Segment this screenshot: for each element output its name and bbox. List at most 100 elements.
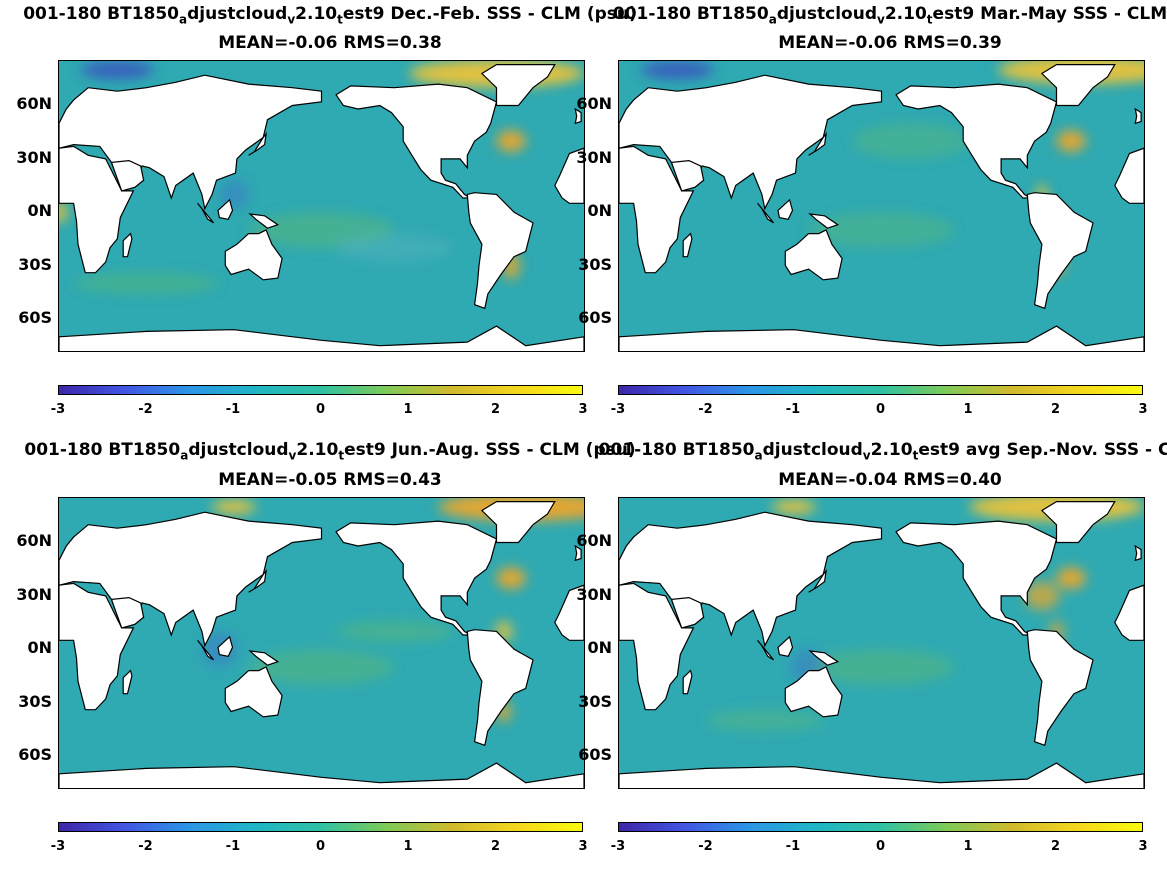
colorbar xyxy=(58,385,583,395)
title-part: 2.10 xyxy=(870,440,913,460)
title-part: est9 Jun.-Aug. SSS - CLM (psu) xyxy=(344,440,636,460)
landmass xyxy=(777,635,794,657)
lat-tick-label: 0N xyxy=(27,638,52,658)
landmass xyxy=(1026,192,1094,310)
lat-tick-label: 60S xyxy=(18,744,52,764)
lat-tick-label: 0N xyxy=(587,201,612,221)
landmass xyxy=(757,639,775,661)
landmass xyxy=(248,650,280,666)
colorbar-tick-label: -2 xyxy=(138,402,153,417)
lat-tick-label: 30S xyxy=(18,691,52,711)
landmass xyxy=(110,596,145,629)
title-part: 2.10 xyxy=(884,4,927,24)
landmass xyxy=(554,147,584,204)
panel-title: 001-180 BT1850adjustcloudv2.10test9 avg … xyxy=(599,440,1167,462)
landmass xyxy=(217,198,234,220)
title-part: a xyxy=(754,448,763,463)
title-part: djustcloud xyxy=(776,4,878,24)
colorbar xyxy=(618,822,1143,832)
title-part: djustcloud xyxy=(187,4,288,24)
landmass xyxy=(1134,544,1142,562)
colorbar-tick-label: -3 xyxy=(50,402,66,417)
sss-anomaly-map xyxy=(59,498,584,788)
title-part: 001-180 BT1850 xyxy=(598,440,755,460)
lat-tick-label: 60N xyxy=(16,531,52,551)
landmass xyxy=(619,145,695,274)
anomaly-region xyxy=(73,272,220,295)
colorbar-tick-label: 2 xyxy=(1050,839,1061,854)
landmass xyxy=(197,202,215,224)
lat-tick-label: 60N xyxy=(16,94,52,114)
landmass xyxy=(59,325,584,351)
title-part: est9 Mar.-May SSS - CLM xyxy=(932,4,1167,24)
lat-tick-label: 60N xyxy=(576,531,612,551)
anomaly-region xyxy=(336,620,453,643)
lat-tick-label: 30S xyxy=(578,691,612,711)
landmass xyxy=(895,83,1058,199)
title-part: 2.10 xyxy=(296,440,339,460)
colorbar xyxy=(618,385,1143,395)
landmass xyxy=(248,568,267,593)
panel-stats: MEAN=-0.06 RMS=0.38 xyxy=(218,33,442,53)
landmass xyxy=(466,192,534,310)
colorbar-tick-label: -2 xyxy=(698,402,713,417)
colorbar-tick-label: 3 xyxy=(1138,839,1148,854)
anomaly-region xyxy=(59,201,68,223)
map-area xyxy=(58,60,585,352)
anomaly-region xyxy=(80,61,154,79)
colorbar-tick-label: 3 xyxy=(578,839,588,854)
title-part: v xyxy=(288,448,297,463)
landmass xyxy=(682,232,693,258)
landmass xyxy=(480,501,556,544)
lat-tick-label: 30N xyxy=(16,584,52,604)
panel-title: 001-180 BT1850adjustcloudv2.10test9 Mar.… xyxy=(613,4,1167,26)
title-part: t xyxy=(337,12,343,27)
panel-stats: MEAN=-0.06 RMS=0.39 xyxy=(778,33,1002,53)
anomaly-region xyxy=(640,61,714,79)
title-part: v xyxy=(877,12,885,27)
colorbar-tick-label: 1 xyxy=(403,839,413,854)
panel-title: 001-180 BT1850adjustcloudv2.10test9 Dec.… xyxy=(23,4,637,26)
anomaly-region xyxy=(706,709,824,732)
colorbar-tick-label: -1 xyxy=(225,402,241,417)
sss-anomaly-map xyxy=(619,498,1144,788)
landmass xyxy=(670,159,705,192)
title-part: est9 avg Sep.-Nov. SSS - CL xyxy=(918,440,1167,460)
anomaly-region xyxy=(212,499,256,515)
panel-stats: MEAN=-0.05 RMS=0.43 xyxy=(218,470,442,490)
lat-tick-label: 30S xyxy=(578,254,612,274)
lat-tick-label: 30N xyxy=(576,584,612,604)
landmass xyxy=(574,107,582,125)
title-part: 001-180 BT1850 xyxy=(24,440,181,460)
map-area xyxy=(618,60,1145,352)
landmass xyxy=(466,629,534,747)
title-part: a xyxy=(768,12,777,27)
landmass xyxy=(335,520,498,636)
colorbar-tick-label: 3 xyxy=(1138,402,1148,417)
landmass xyxy=(808,131,827,156)
panel-title: 001-180 BT1850adjustcloudv2.10test9 Jun.… xyxy=(24,440,635,462)
anomaly-region xyxy=(496,130,526,152)
landmass xyxy=(784,666,843,718)
colorbar-tick-label: 0 xyxy=(315,402,326,417)
colorbar-tick-label: 0 xyxy=(315,839,326,854)
colorbar-tick-label: -3 xyxy=(50,839,66,854)
anomaly-region xyxy=(808,649,955,685)
colorbar-tick-label: 2 xyxy=(490,402,501,417)
colorbar-tick-label: 2 xyxy=(1050,402,1061,417)
colorbar-tick-label: 1 xyxy=(963,402,973,417)
title-part: 001-180 BT1850 xyxy=(23,4,180,24)
panel-stats: MEAN=-0.04 RMS=0.40 xyxy=(778,470,1002,490)
landmass xyxy=(895,520,1058,636)
colorbar-tick-label: -1 xyxy=(785,839,801,854)
colorbar-tick-label: 1 xyxy=(403,402,413,417)
colorbar-tick-label: 3 xyxy=(578,402,588,417)
landmass xyxy=(554,584,584,641)
title-part: v xyxy=(862,448,871,463)
lat-tick-label: 0N xyxy=(27,201,52,221)
landmass xyxy=(1114,147,1144,204)
landmass xyxy=(574,544,582,562)
colorbar-tick-label: -1 xyxy=(785,402,801,417)
sss-anomaly-map xyxy=(619,61,1144,351)
landmass xyxy=(1040,64,1116,107)
